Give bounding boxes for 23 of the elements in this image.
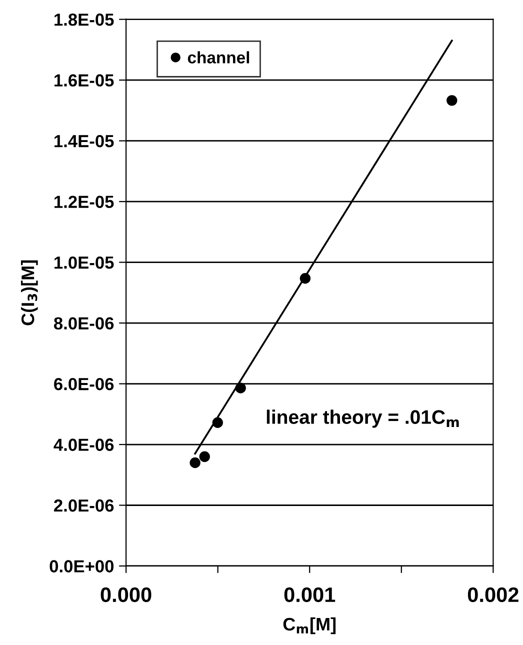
y-tick-label: 0.0E+00: [50, 560, 114, 572]
point: [190, 457, 200, 468]
x-tick-label: 0.000: [100, 587, 152, 602]
y-tick-label: 6.0E-06: [54, 378, 114, 390]
y-tick-label: 1.2E-05: [54, 196, 114, 208]
y-tick-label: 1.0E-05: [54, 256, 114, 269]
y-tick-label: 1.4E-05: [54, 134, 114, 148]
point: [212, 417, 223, 428]
y-tick-label: 4.0E-06: [54, 438, 114, 451]
point: [300, 273, 311, 284]
x-tick-label: 0.001: [284, 587, 336, 602]
annotation: linear theory = .01C$_{m}$: [266, 410, 459, 428]
legend-label: channel: [188, 51, 250, 64]
point: [199, 451, 210, 462]
y-tick-label: 1.6E-05: [54, 74, 114, 87]
y-axis-title: C(I$_{3}$)[M]: [20, 260, 38, 326]
x-tick-label: 0.002: [468, 587, 518, 602]
y-tick-label: 1.8E-05: [54, 14, 114, 26]
point: [235, 382, 246, 394]
point: [446, 95, 458, 106]
y-tick-label: 2.0E-06: [54, 499, 114, 512]
y-tick-label: 8.0E-06: [54, 317, 114, 330]
x-axis-title: C$_{m}$[M]: [283, 617, 336, 634]
